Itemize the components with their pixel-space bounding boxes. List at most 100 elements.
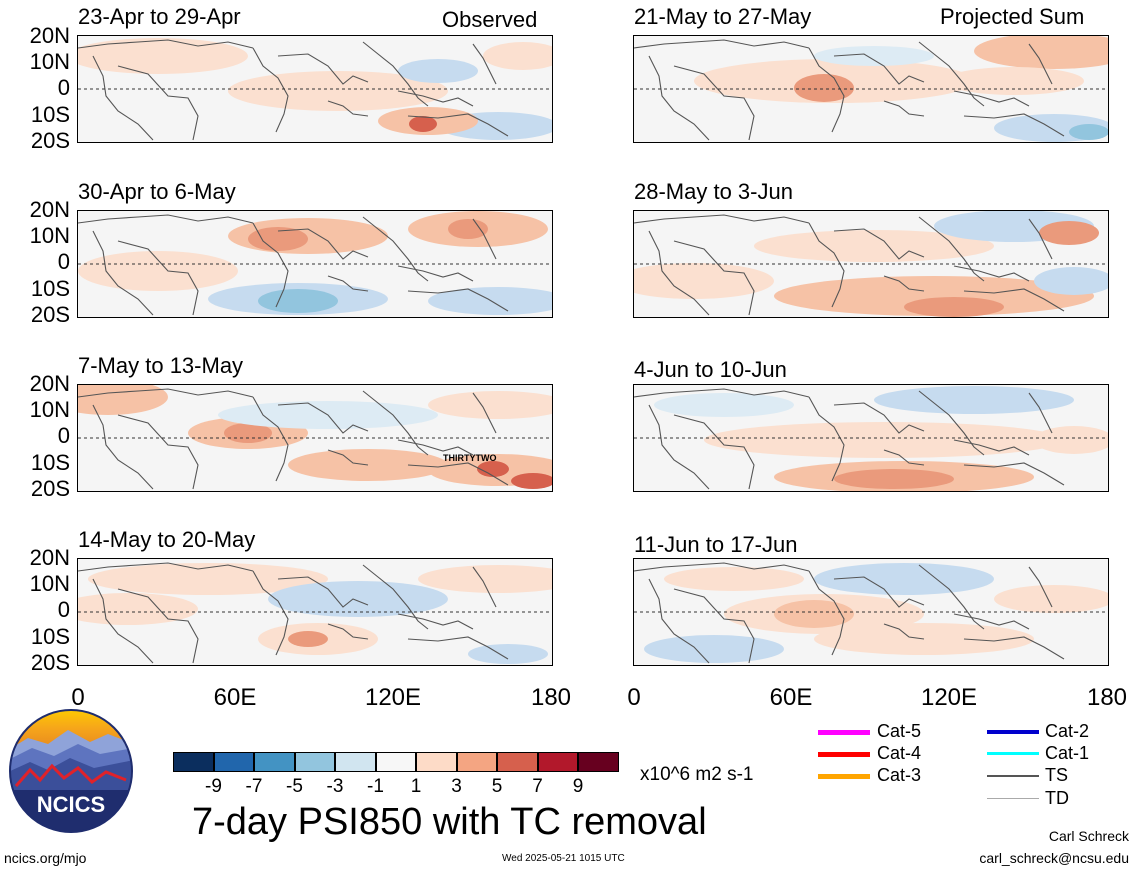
coastline (117, 240, 199, 316)
coastline (833, 53, 925, 85)
lon-label: 60E (213, 684, 257, 711)
coastline (277, 228, 369, 260)
coastline (92, 230, 154, 316)
colorbar-swatch (497, 752, 538, 772)
map-panel-7 (633, 384, 1109, 492)
coastline (362, 41, 429, 107)
coastline (92, 55, 154, 141)
legend-line-cat2 (987, 730, 1039, 734)
anomaly-contour (409, 116, 437, 132)
colorbar-swatch (254, 752, 295, 772)
coastline (673, 414, 755, 490)
colorbar-tick: -9 (205, 776, 222, 797)
coastline (808, 570, 845, 656)
coastline (918, 390, 985, 456)
footer-author: Carl Schreck (1048, 828, 1129, 844)
colorbar-tick: -1 (367, 776, 384, 797)
coastline (472, 392, 497, 434)
coastline (1028, 392, 1053, 434)
anomaly-contour (644, 635, 784, 663)
anomaly-map: THIRTYTWO (78, 385, 552, 491)
panel-title: 21-May to 27-May (634, 4, 812, 29)
colorbar-swatch (578, 752, 619, 772)
coastline (117, 588, 199, 664)
coastline (397, 265, 474, 282)
anomaly-contour (78, 251, 238, 291)
coastline (407, 636, 509, 660)
coastline (634, 562, 810, 572)
coastline (918, 564, 985, 630)
coastline (252, 570, 289, 656)
coastline (327, 275, 369, 292)
lat-label: 0 (57, 75, 70, 100)
lon-label: 120E (920, 684, 978, 711)
coastline (277, 576, 369, 608)
anomaly-contour (664, 567, 804, 591)
lat-label: 20N (29, 23, 70, 48)
coastline (1028, 218, 1053, 260)
lat-label: 10N (29, 571, 70, 596)
coastline (472, 566, 497, 608)
anomaly-contour (428, 391, 552, 419)
map-panel-2 (77, 210, 553, 318)
lat-label: 0 (57, 249, 70, 274)
lon-label: 0 (71, 684, 85, 711)
coastline (277, 402, 369, 434)
coastline (92, 404, 154, 490)
coastline (673, 240, 755, 316)
coastline (808, 222, 845, 308)
coastline (362, 390, 429, 456)
lon-label: 120E (364, 684, 422, 711)
coastline (362, 216, 429, 282)
lat-label: 20N (29, 545, 70, 570)
coastline (397, 439, 474, 456)
footer-timestamp: Wed 2025-05-21 1015 UTC (502, 853, 625, 864)
colorbar-swatch (173, 752, 214, 772)
anomaly-contour (258, 289, 338, 313)
coastline (472, 218, 497, 260)
coastline (673, 65, 755, 141)
colorbar-swatch (537, 752, 578, 772)
coastline (883, 623, 925, 640)
anomaly-contour (78, 38, 248, 74)
lat-label: 10S (30, 276, 70, 301)
coastline (634, 214, 810, 224)
colorbar-swatch (294, 752, 335, 772)
anomaly-contour (1034, 426, 1108, 454)
footer-email: carl_schreck@ncsu.edu (979, 850, 1129, 866)
anomaly-contour (814, 46, 934, 66)
anomaly-map (634, 559, 1108, 665)
legend-line-cat3 (818, 774, 870, 779)
anomaly-contour (228, 71, 448, 111)
coastline (1028, 43, 1053, 85)
anomaly-contour (78, 593, 198, 625)
panel-title: 4-Jun to 10-Jun (634, 357, 787, 382)
lon-label: 180 (1086, 684, 1128, 711)
legend-line-td (987, 798, 1039, 799)
coastline (634, 388, 810, 398)
projected-label: Projected Sum (940, 4, 1085, 29)
coastline (407, 288, 509, 312)
map-panel-8 (633, 558, 1109, 666)
panel-title: 30-Apr to 6-May (78, 179, 236, 204)
colorbar-swatch (213, 752, 254, 772)
coastline (252, 222, 289, 308)
coastline (407, 462, 509, 486)
coastline (327, 100, 369, 117)
lat-label: 10S (30, 102, 70, 127)
lat-label: 10N (29, 49, 70, 74)
anomaly-contour (288, 631, 328, 647)
coastline (78, 214, 254, 224)
legend-label: TS (1045, 765, 1069, 785)
coastline (953, 265, 1030, 282)
coastline (883, 449, 925, 466)
colorbar-tick: 1 (410, 776, 422, 797)
anomaly-contour (398, 59, 478, 83)
anomaly-contour (654, 393, 794, 417)
anomaly-contour (418, 565, 552, 593)
coastline (648, 230, 710, 316)
anomaly-contour (1069, 124, 1108, 140)
coastline (648, 55, 710, 141)
coastline (648, 578, 710, 664)
coastline (918, 216, 985, 282)
